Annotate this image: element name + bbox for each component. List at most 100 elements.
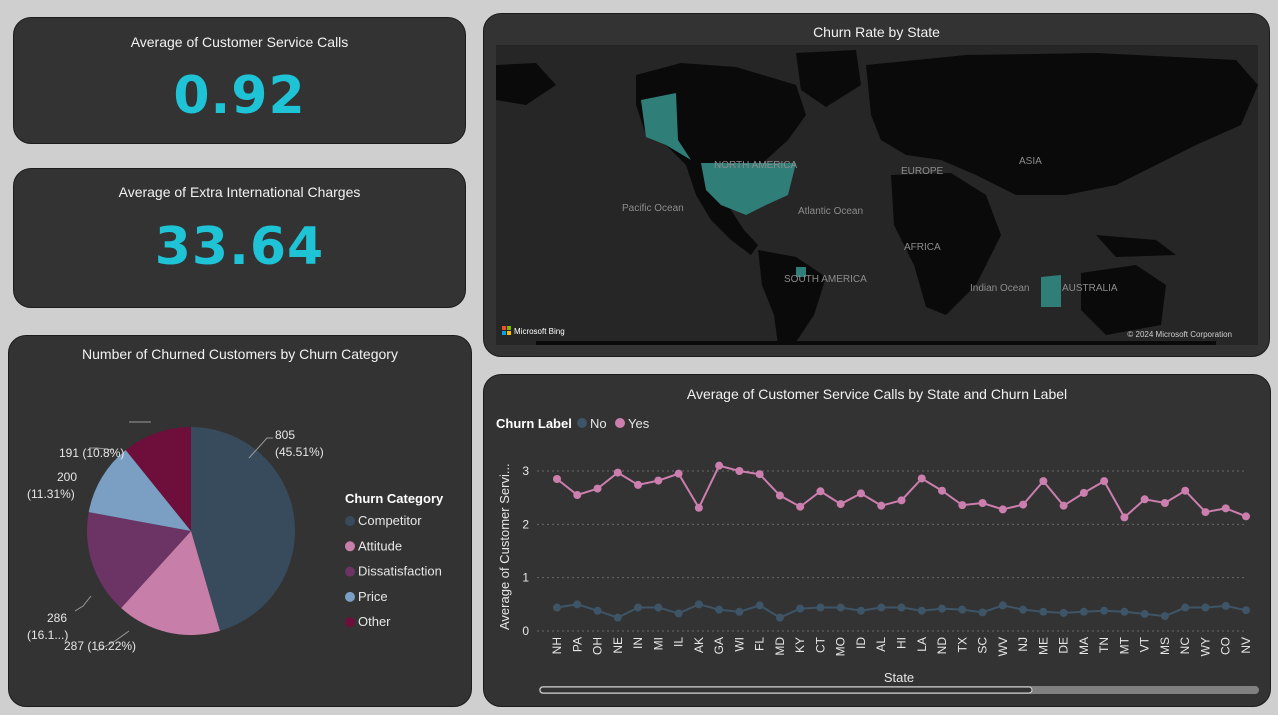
data-point-yes[interactable]	[1181, 486, 1190, 495]
x-tick-label: GA	[712, 637, 726, 654]
data-point-no[interactable]	[715, 605, 724, 614]
churn-highlights[interactable]	[641, 93, 1061, 307]
data-point-yes[interactable]	[1242, 512, 1250, 521]
data-point-no[interactable]	[836, 603, 845, 612]
data-point-yes[interactable]	[1059, 501, 1068, 510]
data-point-yes[interactable]	[1120, 513, 1129, 522]
legend-label-competitor[interactable]: Competitor	[358, 513, 422, 528]
scrollbar-thumb[interactable]	[539, 686, 1033, 694]
legend-label-other[interactable]: Other	[358, 614, 391, 629]
data-point-yes[interactable]	[917, 474, 926, 483]
data-point-yes[interactable]	[735, 467, 744, 475]
data-point-yes[interactable]	[958, 501, 967, 510]
legend-label-yes[interactable]: Yes	[628, 416, 650, 431]
data-point-no[interactable]	[1100, 606, 1109, 615]
pie-slice-price[interactable]	[88, 450, 191, 531]
data-point-no[interactable]	[1039, 607, 1048, 616]
data-point-no[interactable]	[1242, 606, 1250, 615]
pie-chart[interactable]: 805 (45.51%) 287 (16.22%) 286 (16.1...) …	[9, 366, 472, 706]
pie-card[interactable]: Number of Churned Customers by Churn Cat…	[8, 335, 472, 707]
line-chart[interactable]: Churn Label No Yes 0 1 2 3 Average of Custom…	[484, 375, 1271, 707]
pie-slice-other[interactable]	[125, 427, 191, 531]
kpi-card-intl-charges[interactable]: Average of Extra International Charges 3…	[13, 168, 466, 308]
data-point-no[interactable]	[998, 601, 1007, 610]
data-point-yes[interactable]	[978, 499, 987, 507]
data-point-yes[interactable]	[836, 500, 845, 509]
data-point-no[interactable]	[694, 600, 703, 609]
pie-slice-attitude[interactable]	[121, 531, 220, 635]
data-point-no[interactable]	[917, 606, 926, 615]
line-chart-card[interactable]: Average of Customer Service Calls by Sta…	[483, 374, 1271, 707]
pie-slice-dissatisfaction[interactable]	[86, 512, 191, 609]
data-point-no[interactable]	[816, 603, 825, 612]
data-point-no[interactable]	[1120, 607, 1129, 616]
data-point-no[interactable]	[1201, 603, 1210, 612]
x-tick-label: IL	[672, 637, 686, 647]
data-point-yes[interactable]	[634, 480, 643, 489]
data-point-yes[interactable]	[613, 468, 622, 477]
data-point-no[interactable]	[654, 603, 663, 612]
data-point-yes[interactable]	[816, 487, 825, 496]
data-point-yes[interactable]	[1039, 477, 1048, 486]
data-point-yes[interactable]	[1201, 508, 1210, 517]
data-point-yes[interactable]	[593, 484, 602, 493]
data-point-yes[interactable]	[775, 491, 784, 500]
data-point-yes[interactable]	[573, 491, 582, 499]
data-point-no[interactable]	[1140, 609, 1149, 618]
data-point-no[interactable]	[634, 603, 643, 612]
data-point-yes[interactable]	[1100, 477, 1109, 486]
data-point-yes[interactable]	[1019, 500, 1028, 509]
data-point-no[interactable]	[1079, 607, 1088, 616]
data-point-yes[interactable]	[998, 505, 1007, 514]
data-point-yes[interactable]	[1140, 495, 1149, 504]
legend-dot-price	[345, 591, 355, 602]
data-point-yes[interactable]	[1221, 504, 1230, 513]
data-point-yes[interactable]	[654, 476, 663, 485]
series-line-yes[interactable]	[556, 464, 1247, 519]
data-point-no[interactable]	[1019, 605, 1028, 614]
x-tick-label: FL	[753, 637, 767, 651]
pie-slice-competitor[interactable]	[191, 427, 295, 631]
data-point-no[interactable]	[775, 613, 784, 622]
data-point-no[interactable]	[897, 603, 906, 612]
map-card[interactable]: Churn Rate by State	[483, 13, 1270, 357]
data-point-no[interactable]	[796, 604, 805, 613]
data-point-no[interactable]	[1181, 603, 1190, 612]
data-point-yes[interactable]	[694, 503, 703, 512]
data-point-no[interactable]	[877, 603, 886, 612]
data-point-no[interactable]	[573, 600, 582, 609]
legend-label-price[interactable]: Price	[358, 589, 388, 604]
world-map[interactable]: NORTH AMERICA EUROPE ASIA AFRICA SOUTH A…	[496, 45, 1258, 345]
data-point-yes[interactable]	[755, 470, 764, 479]
legend-label-attitude[interactable]: Attitude	[358, 538, 402, 553]
data-point-yes[interactable]	[674, 469, 683, 478]
data-point-yes[interactable]	[1160, 499, 1169, 507]
data-point-no[interactable]	[856, 606, 865, 615]
kpi-value: 0.92	[173, 66, 306, 126]
data-point-no[interactable]	[1059, 608, 1068, 617]
data-point-no[interactable]	[938, 604, 947, 613]
data-point-yes[interactable]	[877, 501, 886, 510]
kpi-value: 33.64	[154, 217, 325, 277]
data-point-no[interactable]	[1160, 612, 1169, 621]
legend-label-no[interactable]: No	[590, 416, 607, 431]
data-point-no[interactable]	[1221, 601, 1230, 610]
data-point-no[interactable]	[553, 603, 561, 612]
data-point-no[interactable]	[674, 609, 683, 618]
data-point-no[interactable]	[958, 605, 967, 614]
data-point-no[interactable]	[613, 613, 622, 622]
data-point-yes[interactable]	[715, 461, 724, 470]
data-point-yes[interactable]	[1079, 488, 1088, 497]
data-point-yes[interactable]	[938, 486, 947, 495]
kpi-card-service-calls[interactable]: Average of Customer Service Calls 0.92	[13, 17, 466, 144]
data-point-no[interactable]	[735, 607, 744, 616]
data-point-no[interactable]	[755, 601, 764, 610]
data-point-yes[interactable]	[856, 489, 865, 498]
data-point-no[interactable]	[593, 606, 602, 615]
line-x-ticks: NH PA OH NE IN MI IL AK GA WI FL MD KY CT MO ID AL HI LA ND…	[550, 636, 1253, 656]
data-point-no[interactable]	[978, 608, 987, 617]
data-point-yes[interactable]	[553, 475, 561, 483]
legend-label-dissatisfaction[interactable]: Dissatisfaction	[358, 564, 442, 579]
data-point-yes[interactable]	[897, 496, 906, 505]
data-point-yes[interactable]	[796, 502, 805, 511]
